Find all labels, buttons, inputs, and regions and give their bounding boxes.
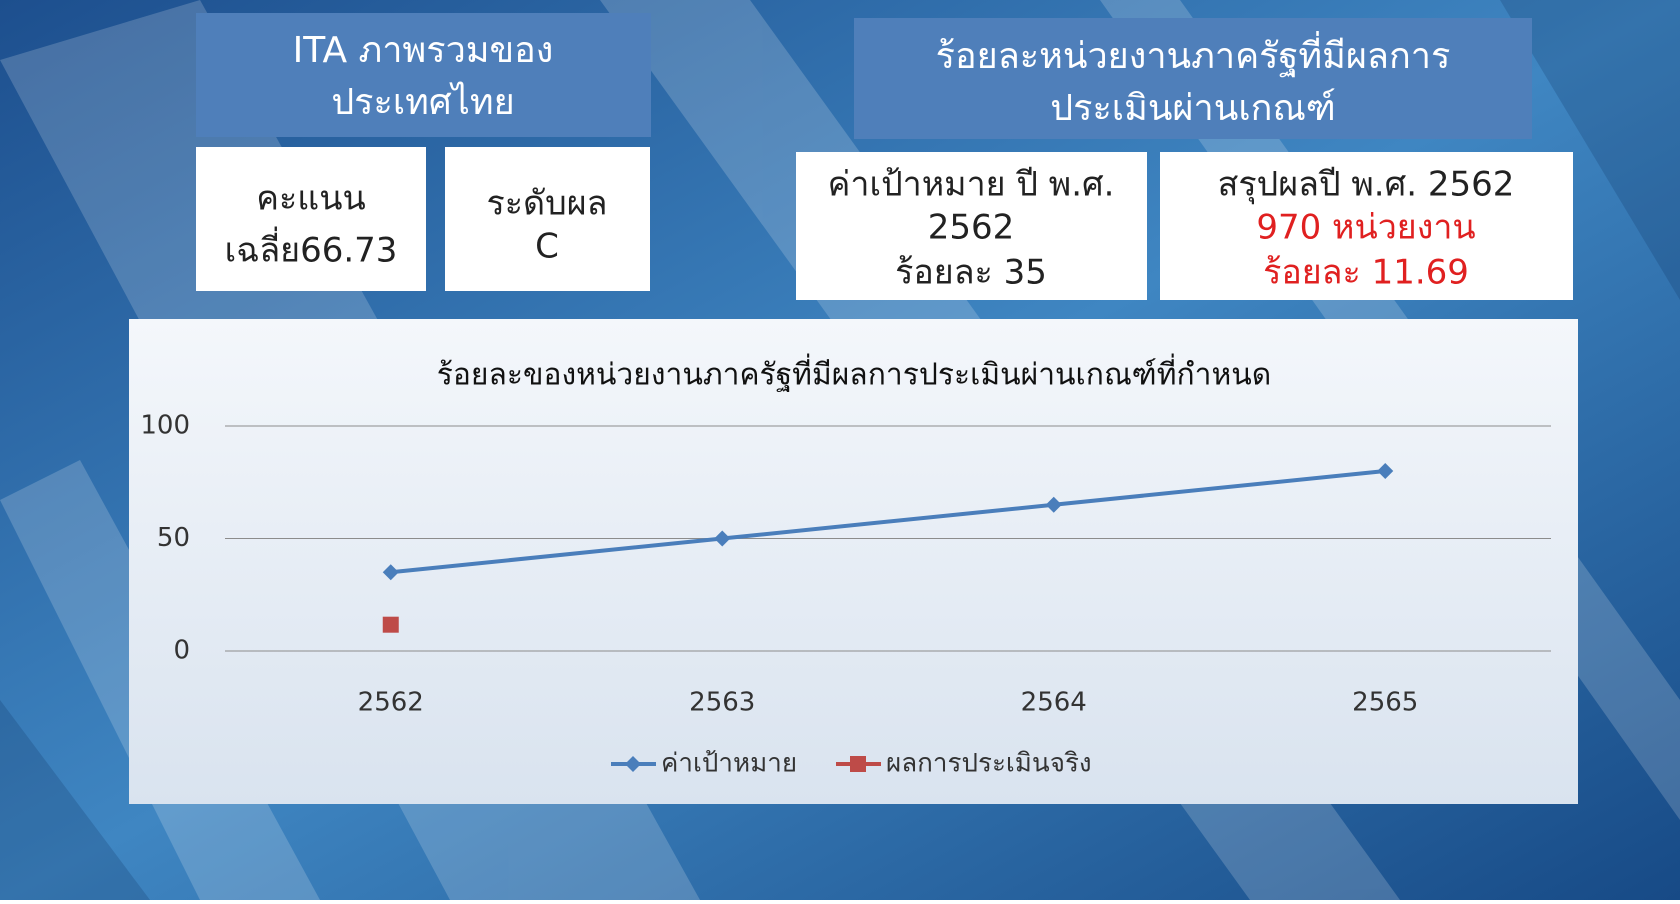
chart-panel <box>129 319 1578 804</box>
score-text: เฉลี่ย66.73 <box>225 227 398 271</box>
point <box>714 530 731 547</box>
score-box <box>196 147 426 291</box>
x-tick-label: 2565 <box>1352 688 1418 718</box>
grade-text: ระดับผล <box>487 184 608 224</box>
pass-title: ร้อยละหน่วยงานภาครัฐที่มีผลการ <box>936 31 1451 78</box>
target-text: ค่าเป้าหมาย ปี พ.ศ. <box>828 165 1115 205</box>
ita-title: ประเทศไทย <box>331 81 514 123</box>
point <box>850 756 866 772</box>
grade-box <box>445 147 650 291</box>
result-box <box>1160 152 1573 300</box>
target-box <box>796 152 1147 300</box>
score-text: คะแนน <box>256 179 365 219</box>
target-text: ร้อยละ 35 <box>895 253 1047 293</box>
pass-header <box>854 18 1532 139</box>
legend-label: ค่าเป้าหมาย <box>661 749 797 779</box>
x-tick-label: 2563 <box>689 688 755 718</box>
y-tick-label: 100 <box>140 411 190 441</box>
grade-text: C <box>535 227 559 267</box>
target-text: 2562 <box>928 208 1015 248</box>
ita-header <box>196 13 651 137</box>
result-text: 970 หน่วยงาน <box>1256 208 1475 248</box>
x-tick-label: 2562 <box>358 688 424 718</box>
y-tick-label: 0 <box>173 636 190 666</box>
y-tick-label: 50 <box>157 523 190 553</box>
pass-title: ประเมินผ่านเกณฑ์ <box>1050 88 1335 129</box>
ita-title: ITA ภาพรวมของ <box>293 30 554 71</box>
result-text: สรุปผลปี พ.ศ. 2562 <box>1218 165 1515 205</box>
series-line <box>390 469 1386 575</box>
point <box>1045 496 1062 513</box>
result-text: ร้อยละ 11.69 <box>1263 253 1469 293</box>
point <box>382 564 399 581</box>
x-tick-label: 2564 <box>1021 688 1087 718</box>
chart-title: ร้อยละของหน่วยงานภาครัฐที่มีผลการประเมิน… <box>437 354 1272 393</box>
point <box>1377 463 1394 479</box>
point <box>625 756 641 772</box>
legend-label: ผลการประเมินจริง <box>886 749 1092 779</box>
point <box>382 616 399 633</box>
